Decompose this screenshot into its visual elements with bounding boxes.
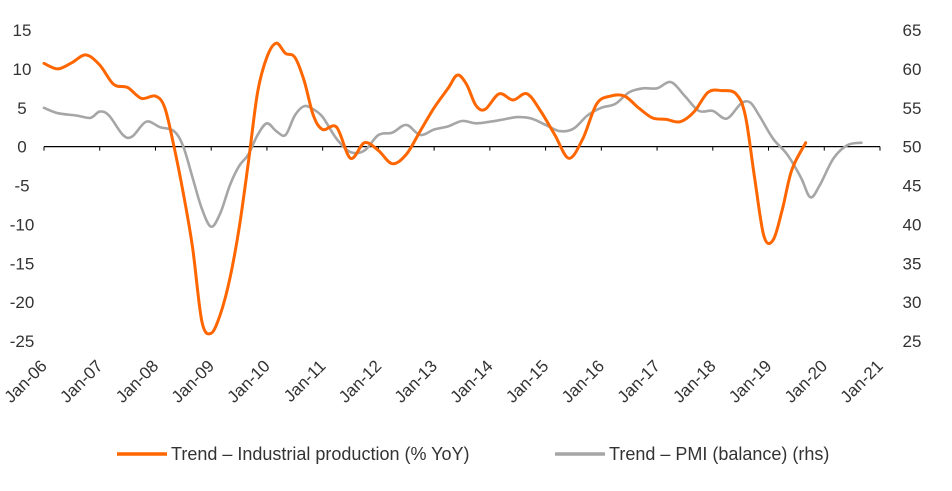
x-axis-tick-label: Jan-21 [837,356,887,406]
pmi-series-line [42,80,863,228]
legend-label: Trend – PMI (balance) (rhs) [609,444,829,464]
right-axis-tick-label: 50 [903,138,922,157]
right-axis-tick-label: 60 [903,60,922,79]
left-axis-tick-label: -25 [10,332,35,351]
legend: Trend – Industrial production (% YoY) Tre… [117,444,829,464]
left-axis-tick-label: 10 [13,60,32,79]
x-axis-tick-label: Jan-12 [335,356,385,406]
series-lines [42,41,863,336]
industrial-production-series-line [42,41,808,336]
x-axis-tick-label: Jan-11 [280,356,329,405]
left-axis-tick-labels: 15 10 5 0 -5 -10 -15 -20 -25 [10,21,35,351]
x-axis-tick-marks [43,146,881,151]
left-axis-tick-label: -5 [14,177,29,196]
x-axis-tick-label: Jan-15 [502,356,552,406]
left-axis-tick-label: -15 [10,254,35,273]
right-axis-tick-label: 40 [903,215,922,234]
right-axis-tick-label: 45 [903,177,922,196]
right-axis-tick-label: 25 [903,332,922,351]
x-axis-tick-label: Jan-18 [669,356,719,406]
x-axis-tick-label: Jan-16 [558,356,608,406]
x-axis-tick-label: Jan-20 [781,356,831,406]
right-axis-tick-label: 35 [903,254,922,273]
x-axis-tick-label: Jan-08 [112,356,162,406]
left-axis-tick-label: 15 [13,21,32,40]
left-axis-tick-label: 0 [17,138,26,157]
x-axis-tick-label: Jan-07 [56,356,106,406]
x-axis-tick-label: Jan-06 [1,356,51,406]
x-axis-tick-label: Jan-14 [447,356,497,406]
right-axis-tick-label: 65 [903,21,922,40]
x-axis-tick-label: Jan-13 [391,356,441,406]
right-axis-tick-labels: 65 60 55 50 45 40 35 30 25 [903,21,922,351]
x-axis-tick-label: Jan-10 [224,356,274,406]
legend-label: Trend – Industrial production (% YoY) [171,444,470,464]
right-axis-tick-label: 55 [903,99,922,118]
left-axis-tick-label: -10 [10,215,35,234]
x-axis-tick-labels: Jan-06 Jan-07 Jan-08 Jan-09 Jan-10 Jan-11 Jan-… [1,356,887,406]
left-axis-tick-label: 5 [17,99,26,118]
x-axis-tick-label: Jan-09 [168,356,218,406]
x-axis-tick-label: Jan-19 [725,356,775,406]
right-axis-tick-label: 30 [903,293,922,312]
x-axis-tick-label: Jan-17 [614,356,664,406]
left-axis-tick-label: -20 [10,293,35,312]
